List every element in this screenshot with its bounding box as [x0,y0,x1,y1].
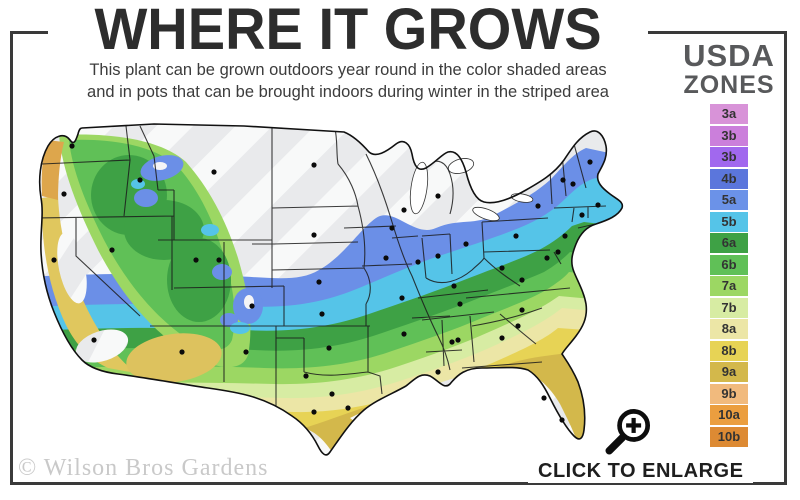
legend-zone-9a: 9a [710,362,748,382]
legend-zone-4b: 4b [710,168,748,189]
header: WHERE IT GROWS This plant can be grown o… [48,0,648,104]
legend-zone-8b: 8b [710,340,748,361]
watermark: © Wilson Bros Gardens [18,455,269,481]
legend-zone-3b: 3b [710,147,748,167]
legend-zone-6b: 6b [710,254,748,275]
legend-title-usda: USDA [683,38,775,73]
legend-zone-10b: 10b [710,426,748,447]
us-hardiness-map[interactable] [14,110,664,464]
legend-title-zones: ZONES [683,71,775,99]
legend-zone-7a: 7a [710,276,748,296]
state-borders [39,124,607,406]
legend-zone-3a: 3a [710,104,748,124]
great-lakes [409,158,534,222]
legend-zone-list: 3a 3b 3b 4b 5a 5b 6a 6b 7a 7b 8a 8b 9a 9b 10a 10b [676,104,782,447]
city-dots [51,143,601,423]
legend-zone-6a: 6a [710,233,748,253]
usda-zones-legend: USDA ZONES 3a 3b 3b 4b 5a 5b 6a 6b 7a 7b 8a 8b 9a 9b 1… [676,40,782,448]
legend-zone-5a: 5a [710,190,748,210]
us-map-svg [38,123,624,456]
legend-zone-9b: 9b [710,383,748,404]
click-to-enlarge-button[interactable]: CLICK TO ENLARGE [528,460,754,483]
legend-zone-5b: 5b [710,211,748,232]
legend-zone-8a: 8a [710,319,748,339]
legend-zone-10a: 10a [710,405,748,425]
subtitle: This plant can be grown outdoors year ro… [48,60,648,104]
legend-zone-3b: 3b [710,125,748,146]
legend-zone-7b: 7b [710,297,748,318]
subtitle-line-2: and in pots that can be brought indoors … [87,82,609,101]
subtitle-line-1: This plant can be grown outdoors year ro… [89,61,607,79]
page-title: WHERE IT GROWS [94,0,602,62]
magnifier-plus-icon[interactable] [598,402,658,467]
zone-shading [39,124,623,455]
us-outline [38,123,624,456]
